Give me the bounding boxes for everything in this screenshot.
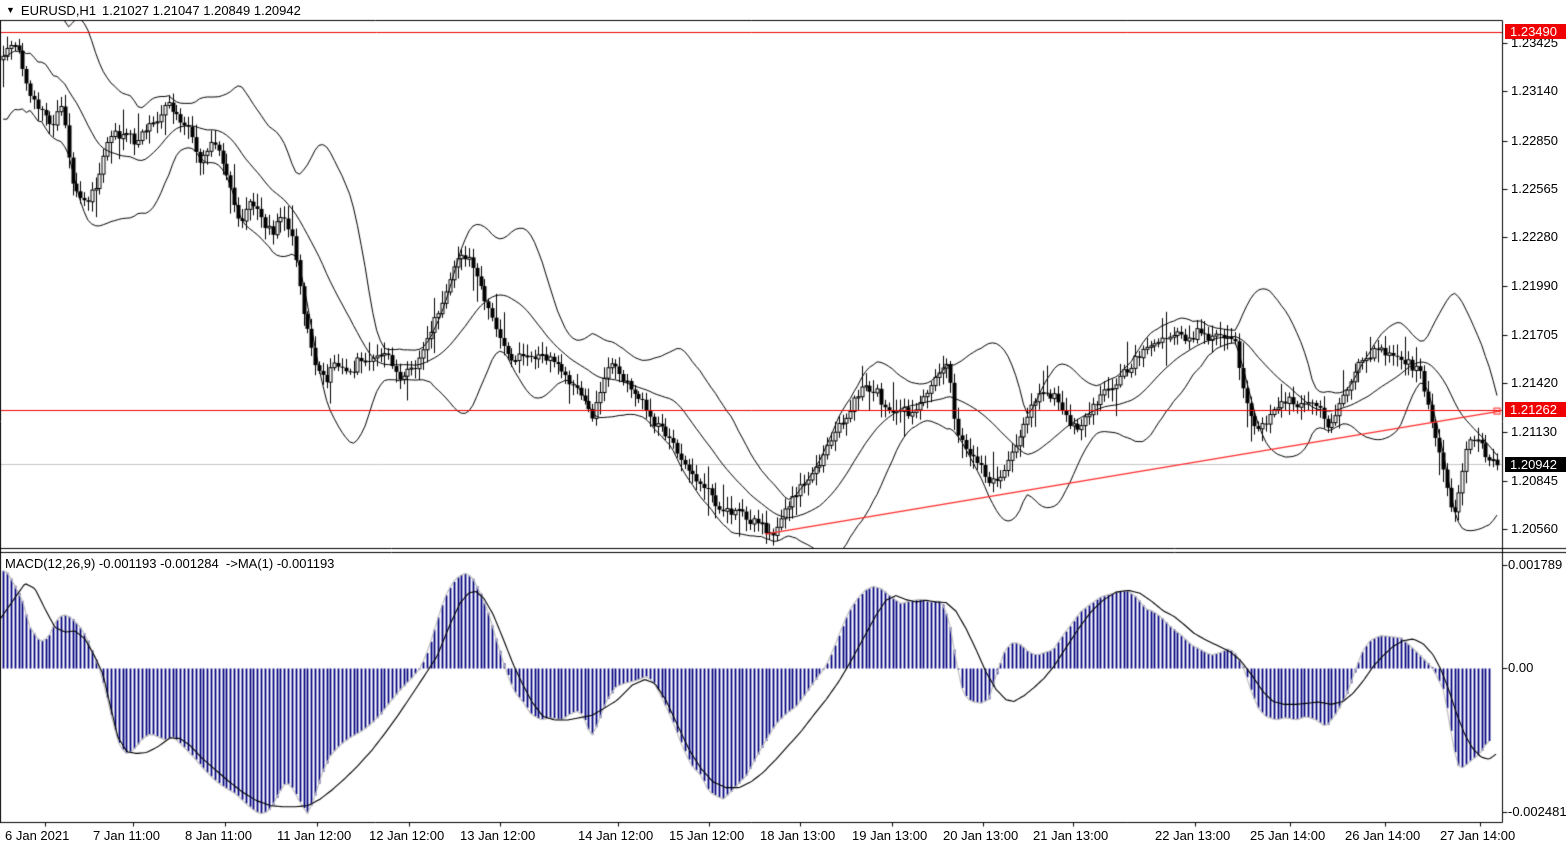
time-axis-label: 8 Jan 11:00 <box>185 828 252 843</box>
price-axis-label: 1.22565 <box>1511 180 1558 196</box>
time-axis-label: 19 Jan 13:00 <box>852 828 928 843</box>
price-axis-label: 1.21420 <box>1511 375 1558 391</box>
current-price-badge: 1.20942 <box>1505 456 1566 472</box>
macd-axis-label: 0.00 <box>1508 660 1534 676</box>
ohlc-quotes-label: 1.21027 1.21047 1.20849 1.20942 <box>102 2 301 18</box>
time-axis-label: 20 Jan 13:00 <box>943 828 1019 843</box>
time-axis-label: 18 Jan 13:00 <box>760 828 836 843</box>
macd-axis-label: -0.002481 <box>1508 804 1566 819</box>
time-axis-label: 6 Jan 2021 <box>5 828 70 843</box>
price-axis-label: 1.20560 <box>1511 521 1558 536</box>
chart-title: ▼ EURUSD,H1 1.21027 1.21047 1.20849 1.20… <box>6 2 301 18</box>
macd-indicator-label: MACD(12,26,9) -0.001193 -0.001284 ->MA(1… <box>5 556 335 571</box>
time-axis-label: 26 Jan 14:00 <box>1345 828 1421 843</box>
symbol-dropdown-icon: ▼ <box>6 5 15 15</box>
time-axis-label: 11 Jan 12:00 <box>277 828 352 843</box>
macd-axis-label: 0.001789 <box>1508 557 1563 572</box>
price-axis-label: 1.20845 <box>1511 472 1558 488</box>
time-axis-label: 7 Jan 11:00 <box>93 828 160 843</box>
time-axis-label: 22 Jan 13:00 <box>1155 828 1231 843</box>
time-axis-label: 27 Jan 14:00 <box>1440 828 1516 843</box>
level-price-badge: 1.21262 <box>1505 402 1566 418</box>
price-axis-label: 1.22850 <box>1511 132 1558 148</box>
price-axis-label: 1.23140 <box>1511 83 1558 99</box>
time-axis-label: 14 Jan 12:00 <box>578 828 654 843</box>
price-axis-label: 1.22280 <box>1511 229 1558 245</box>
time-axis-label: 25 Jan 14:00 <box>1250 828 1326 843</box>
time-axis-label: 15 Jan 12:00 <box>669 828 745 843</box>
price-axis-label: 1.21130 <box>1511 424 1558 440</box>
time-axis-label: 21 Jan 13:00 <box>1033 828 1109 843</box>
time-axis-label: 13 Jan 12:00 <box>460 828 536 843</box>
symbol-timeframe-label: EURUSD,H1 <box>20 2 97 18</box>
price-axis-label: 1.21990 <box>1511 278 1558 294</box>
price-axis-label: 1.21705 <box>1511 326 1558 342</box>
time-axis-label: 12 Jan 12:00 <box>369 828 445 843</box>
level-price-badge: 1.23490 <box>1505 24 1566 40</box>
